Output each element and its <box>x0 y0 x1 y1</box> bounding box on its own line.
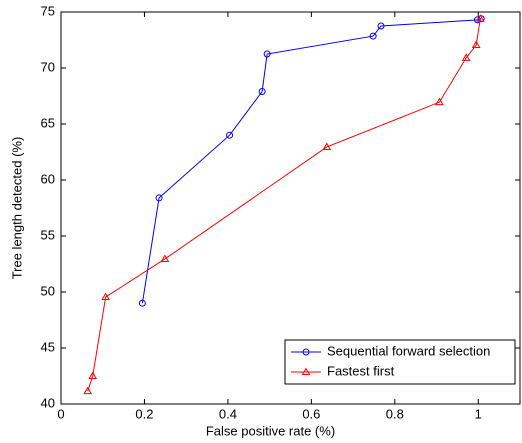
y-tick-label: 75 <box>41 3 55 18</box>
y-tick-label: 45 <box>41 339 55 354</box>
y-tick-label: 50 <box>41 283 55 298</box>
x-tick-label: 0.2 <box>135 406 153 421</box>
x-tick-label: 0 <box>57 406 64 421</box>
plot-area <box>60 11 521 405</box>
marker <box>475 14 485 22</box>
marker <box>155 194 163 202</box>
marker <box>88 371 98 379</box>
marker <box>258 88 266 96</box>
marker <box>377 22 385 30</box>
marker <box>101 292 111 301</box>
x-tick-label: 1 <box>475 406 482 421</box>
marker <box>461 53 471 61</box>
marker <box>301 367 311 375</box>
series-line <box>141 18 482 304</box>
marker <box>369 32 377 40</box>
marker <box>160 254 170 262</box>
x-axis-label: False positive rate (%) <box>206 423 335 438</box>
x-tick-label: 0.6 <box>302 406 320 421</box>
legend-label: Fastest first <box>327 363 395 378</box>
y-tick-label: 55 <box>41 227 55 242</box>
y-tick-label: 65 <box>41 115 55 130</box>
series-line <box>87 18 481 392</box>
marker <box>322 142 332 150</box>
marker <box>138 299 146 307</box>
legend-label: Sequential forward selection <box>327 343 490 358</box>
y-tick-label: 60 <box>41 171 55 186</box>
marker <box>471 40 481 49</box>
x-tick-label: 0.4 <box>219 406 237 421</box>
marker <box>302 348 310 356</box>
y-tick-label: 40 <box>41 395 55 410</box>
legend-box <box>284 339 516 385</box>
marker <box>226 131 234 139</box>
y-axis-label: Tree length detected (%) <box>9 137 24 280</box>
marker <box>83 386 93 395</box>
x-tick-label: 0.8 <box>386 406 404 421</box>
marker <box>263 50 271 58</box>
marker <box>435 97 444 106</box>
y-tick-label: 70 <box>41 59 55 74</box>
